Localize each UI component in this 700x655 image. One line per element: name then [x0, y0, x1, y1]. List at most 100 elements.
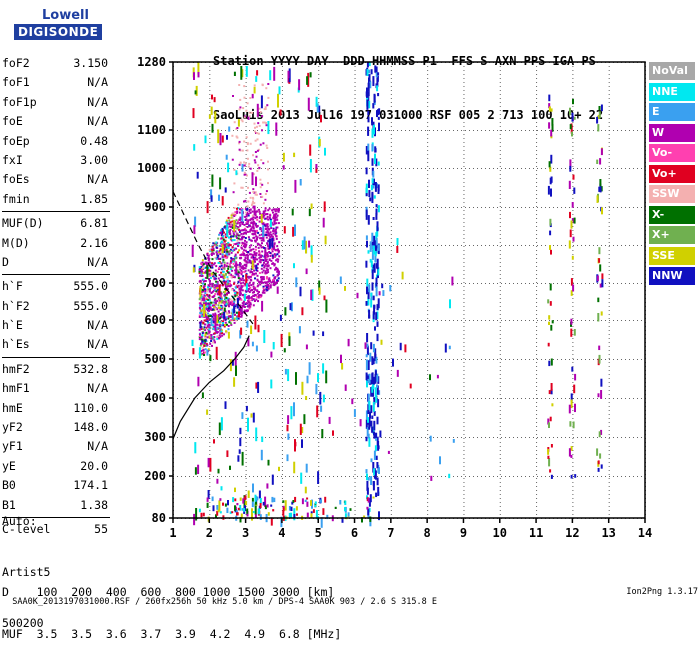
grid-dot	[317, 245, 318, 246]
grid-dot	[269, 168, 270, 169]
grid-dot	[390, 326, 392, 327]
grid-dot	[225, 207, 226, 208]
grid-dot	[390, 130, 392, 131]
grid-dot	[572, 214, 574, 215]
echo-point	[257, 246, 260, 249]
grid-dot	[281, 66, 283, 67]
grid-dot	[641, 168, 642, 169]
grid-dot	[517, 437, 518, 438]
grid-dot	[585, 283, 586, 284]
grid-dot	[245, 437, 246, 438]
echo-point	[200, 312, 203, 315]
grid-dot	[441, 320, 442, 321]
param-row: hmF2 532.8	[2, 360, 110, 379]
grid-dot	[536, 422, 538, 423]
grid-dot	[536, 318, 538, 319]
grid-dot	[505, 398, 506, 399]
grid-dot	[425, 320, 426, 321]
echo-point	[241, 277, 244, 280]
grid-dot	[229, 320, 230, 321]
echo-point	[199, 335, 201, 338]
grid-dot	[572, 78, 574, 79]
param-value: 555.0	[73, 298, 108, 313]
grid-dot	[593, 207, 594, 208]
grid-dot	[605, 130, 606, 131]
grid-dot	[485, 283, 486, 284]
echo-point	[203, 299, 206, 302]
grid-dot	[463, 242, 465, 243]
echo-point	[261, 115, 264, 118]
grid-dot	[245, 476, 246, 477]
grid-dot	[209, 150, 211, 151]
grid-dot	[318, 314, 320, 315]
echo-point	[273, 208, 276, 211]
echo-point	[233, 121, 236, 124]
grid-dot	[209, 374, 211, 375]
grid-dot	[463, 482, 465, 483]
grid-dot	[313, 398, 314, 399]
grid-dot	[241, 245, 242, 246]
grid-dot	[281, 194, 283, 195]
echo-point	[266, 243, 269, 246]
echo-point	[224, 304, 227, 307]
echo-point	[226, 250, 229, 253]
grid-dot	[572, 350, 574, 351]
echo-point	[256, 295, 259, 298]
grid-dot	[289, 130, 290, 131]
echo-point	[224, 283, 227, 286]
grid-dot	[354, 398, 356, 399]
echo-point	[266, 215, 269, 218]
grid-dot	[281, 202, 283, 203]
grid-dot	[353, 168, 354, 169]
grid-dot	[321, 207, 322, 208]
grid-dot	[197, 437, 198, 438]
grid-dot	[593, 437, 594, 438]
echo-point	[277, 272, 280, 275]
echo-point	[207, 288, 210, 291]
echo-point	[200, 290, 203, 293]
grid-dot	[281, 426, 283, 427]
grid-dot	[318, 510, 320, 511]
echo-point	[262, 213, 264, 216]
grid-dot	[561, 437, 562, 438]
grid-dot	[390, 474, 392, 475]
grid-dot	[373, 207, 374, 208]
grid-dot	[505, 130, 506, 131]
echo-point	[272, 245, 275, 248]
grid-dot	[427, 434, 429, 435]
echo-point	[226, 246, 229, 249]
grid-dot	[608, 198, 610, 199]
param-label: yF1	[2, 439, 23, 454]
grid-dot	[536, 402, 538, 403]
grid-dot	[427, 158, 429, 159]
echo-point	[207, 254, 210, 257]
echo-point	[234, 264, 237, 267]
grid-dot	[389, 245, 390, 246]
grid-dot	[421, 283, 422, 284]
grid-dot	[257, 359, 258, 360]
grid-dot	[354, 130, 356, 131]
grid-dot	[417, 437, 418, 438]
grid-dot	[536, 138, 538, 139]
echo-point	[248, 261, 251, 264]
grid-dot	[625, 398, 626, 399]
grid-dot	[354, 118, 356, 119]
echo-point	[217, 327, 220, 330]
echo-point	[271, 209, 274, 212]
grid-dot	[477, 320, 478, 321]
grid-dot	[581, 476, 582, 477]
grid-dot	[249, 207, 250, 208]
echo-point	[259, 182, 262, 185]
grid-dot	[189, 245, 190, 246]
grid-dot	[441, 437, 442, 438]
grid-dot	[245, 207, 246, 208]
grid-dot	[313, 168, 314, 169]
grid-dot	[193, 130, 194, 131]
echo-point	[251, 226, 254, 229]
grid-dot	[517, 320, 518, 321]
grid-dot	[533, 283, 534, 284]
grid-dot	[529, 283, 530, 284]
grid-dot	[427, 74, 429, 75]
grid-dot	[572, 458, 574, 459]
grid-dot	[437, 476, 438, 477]
